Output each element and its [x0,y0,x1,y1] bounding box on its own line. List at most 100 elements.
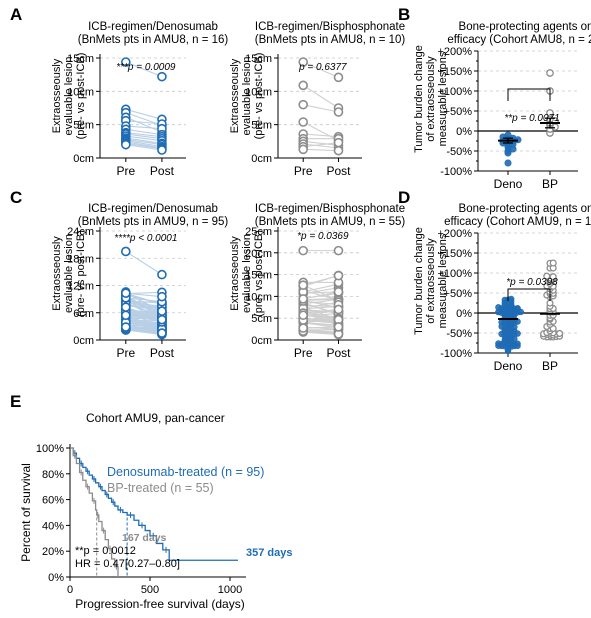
y-tick-label: 0% [456,308,472,320]
x-tick-label: 1000 [218,584,242,596]
pair-line [125,321,163,330]
dot-point [514,340,521,347]
pre-point [298,144,309,155]
dot-point [546,109,554,117]
panel-title-line: efficacy (Cohort AMU9, n = 150) [444,216,591,228]
y-tick-label: -100% [440,348,472,360]
pair-line [303,275,339,286]
post-point [333,322,344,332]
panel-letter-c: C [10,188,22,207]
panel-title-line: Bone-protecting agents on [459,203,591,215]
post-point [157,306,167,316]
y-axis-label: Extraosseously evaluable lesion (pre- vs p… [229,53,265,140]
median-label-deno: 357 days [246,547,292,559]
y-tick-label: 40% [42,520,64,532]
p-value: p = 0.6377 [298,62,347,73]
x-tick-label: Pre [116,346,135,360]
dot-point [495,304,502,311]
pre-point [121,139,131,150]
y-tick-label: 18cm [67,253,94,265]
panel-title: Cohort AMU9, pan-cancer [86,411,225,425]
pair-line [303,298,339,301]
bp-curve [70,447,119,577]
post-point [333,72,344,83]
panel-letter-e: E [10,392,21,411]
significance-bracket [507,88,551,101]
y-tick-label: 5cm [251,313,272,325]
pair-line [125,116,163,133]
dot-point [504,159,512,167]
x-tick-label: Deno [494,177,523,191]
x-tick-label: Pre [116,164,135,178]
pair-line [303,319,339,324]
pair-lines [302,61,339,152]
x-tick-label: Deno [494,359,523,373]
y-tick-label: +150% [437,248,472,260]
post-point [333,287,344,297]
x-tick-label: Post [326,164,351,178]
legend-denosumab: Denosumab-treated (n = 95) [107,465,264,479]
x-tick-label: BP [542,359,558,373]
y-tick-label: 80% [42,469,64,481]
pair-line [125,314,162,321]
pair-line [125,292,163,312]
pre-point [121,57,131,67]
dot-point [556,329,564,337]
y-axis-label-line: Extraosseously [229,236,241,311]
pair-line [125,250,163,276]
y-axis-label: Extraosseously evaluable lesion (pre- vs p… [51,53,87,140]
pair-line [302,284,339,301]
y-axis-label-line: of extraosseously [425,56,437,142]
pre-point [298,280,309,290]
dot-point [549,259,557,267]
y-axis-label-line: evaluable lesion [63,57,75,136]
y-axis-label: Tumor burden change of extraosseously meas… [413,45,449,153]
pair-line [125,141,163,149]
pair-line [125,125,162,130]
pair-line [125,128,163,136]
y-tick-label: 5cm [73,120,94,132]
y-axis-label-line: evaluable lesion [63,234,75,313]
panel-title-line: ICB-regimen/Denosumab [88,203,218,215]
y-axis-label-line: of extraosseously [425,238,437,324]
pre-point [298,99,309,110]
y-axis-label-line: Tumor burden change [413,45,425,153]
p-value: ***p = 0.0009 [116,62,176,73]
panel-c-bisphosphonate: ICB-regimen/Bisphosphonate(BnMets pts in… [229,203,405,360]
p-value: *p = 0.0369 [297,231,349,242]
pre-point [121,302,131,312]
pair-line [125,142,163,150]
pair-line [302,121,339,142]
y-tick-label: 15cm [245,270,272,282]
panel-title-line: (BnMets pts in AMU8, n = 10) [255,34,406,46]
y-tick-label: +200% [437,228,472,240]
post-point [157,291,167,302]
post-point [157,314,167,325]
pair-line [125,108,163,120]
pre-point [298,57,309,67]
panel-letter-a: A [10,5,22,24]
pair-line [303,300,339,306]
dot-point [504,131,512,139]
panel-letter-b: B [398,5,410,24]
post-point [157,71,167,82]
panel-title-line: (BnMets pts in AMU8, n = 16) [78,34,229,46]
post-point [157,145,167,155]
pair-line [303,326,339,330]
pair-lines [302,250,339,336]
panel-title-line: ICB-regimen/Bisphosphonate [255,203,405,215]
y-tick-label: 15cm [245,53,272,65]
pair-line [303,148,339,152]
pair-line [125,138,163,146]
y-tick-label: 10cm [245,291,272,303]
pair-line [125,140,163,148]
pair-line [125,137,163,144]
y-axis-label-line: (pre- vs post-ICB) [253,230,265,317]
dot-point [495,340,502,347]
pre-point [298,117,309,127]
post-point [333,245,344,256]
y-tick-label: 5cm [251,120,272,132]
pair-lines [125,250,163,336]
y-axis-label-text: Percent of survival [19,463,33,562]
pre-point [298,323,309,333]
